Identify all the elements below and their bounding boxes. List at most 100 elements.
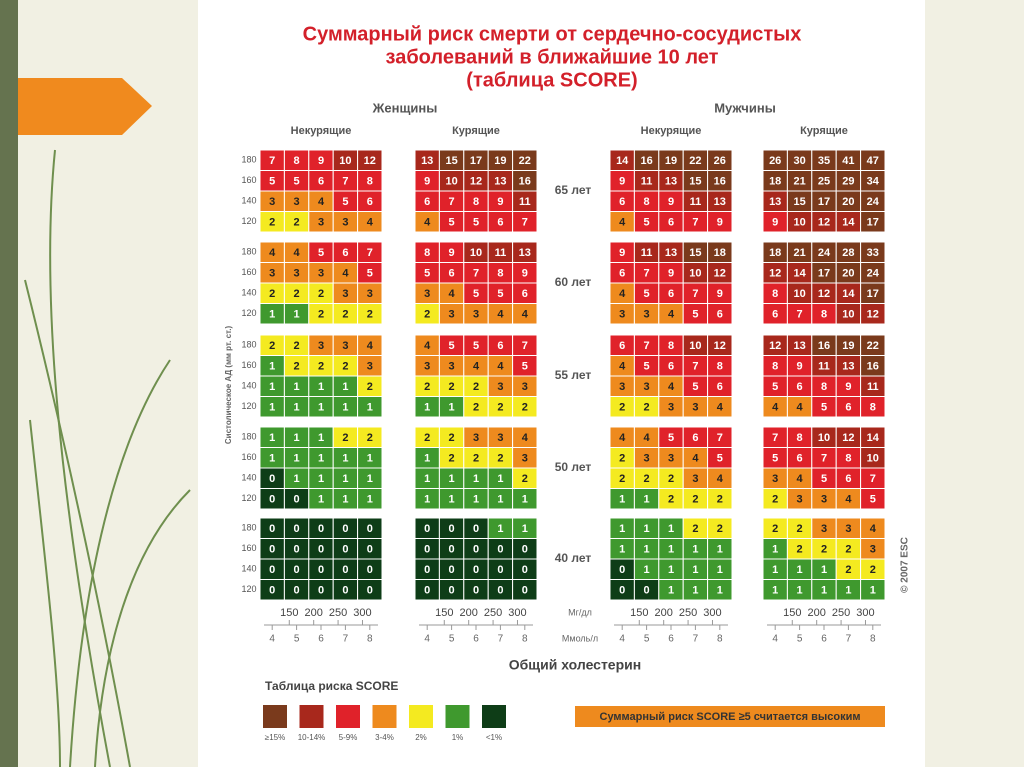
risk-value: 13	[842, 361, 854, 373]
risk-value: 1	[294, 432, 300, 444]
risk-value: 3	[318, 217, 324, 229]
note: Суммарный риск SCORE ≥5 считается высоки…	[600, 711, 861, 723]
risk-cell	[357, 211, 383, 233]
risk-value: 1	[668, 544, 674, 556]
risk-cell	[707, 211, 733, 233]
mg-label: 250	[679, 607, 697, 619]
mmol-label: 5	[797, 634, 803, 645]
risk-value: 6	[318, 176, 324, 188]
mg-label: 250	[484, 607, 502, 619]
systolic-label: 140	[241, 564, 256, 574]
risk-value: 6	[692, 432, 698, 444]
risk-value: 4	[845, 494, 852, 506]
risk-value: 1	[367, 453, 373, 465]
risk-value: 4	[797, 402, 804, 414]
risk-value: 0	[473, 523, 479, 535]
risk-value: 3	[294, 196, 300, 208]
systolic-label: 120	[241, 401, 256, 411]
risk-value: 15	[445, 155, 457, 167]
risk-value: 12	[818, 288, 830, 300]
risk-value: 2	[668, 494, 674, 506]
risk-value: 2	[318, 309, 324, 321]
risk-value: 7	[269, 155, 275, 167]
risk-value: 12	[714, 268, 726, 280]
risk-value: 2	[797, 544, 803, 556]
risk-value: 2	[473, 453, 479, 465]
risk-value: 2	[342, 309, 348, 321]
risk-value: 24	[867, 196, 880, 208]
risk-value: 1	[367, 494, 373, 506]
risk-value: 16	[818, 340, 830, 352]
mg-label: 300	[508, 607, 526, 619]
risk-value: 4	[367, 217, 374, 229]
risk-value: 19	[665, 155, 677, 167]
risk-value: 2	[294, 288, 300, 300]
risk-value: 1	[644, 544, 650, 556]
risk-value: 5	[644, 217, 650, 229]
risk-cell	[707, 303, 733, 325]
risk-value: 0	[294, 585, 300, 597]
risk-value: 4	[294, 247, 301, 259]
risk-value: 0	[473, 544, 479, 556]
risk-value: 2	[318, 361, 324, 373]
risk-value: 2	[692, 494, 698, 506]
risk-value: 0	[318, 585, 324, 597]
risk-value: 41	[842, 155, 854, 167]
risk-value: 2	[294, 361, 300, 373]
risk-value: 11	[641, 176, 653, 188]
risk-value: 6	[367, 196, 373, 208]
risk-value: 2	[821, 544, 827, 556]
risk-value: 8	[473, 196, 479, 208]
risk-value: 1	[692, 585, 698, 597]
risk-value: 19	[494, 155, 506, 167]
systolic-label: 160	[241, 452, 256, 462]
systolic-label: 120	[241, 308, 256, 318]
risk-value: 11	[690, 196, 702, 208]
risk-value: 2	[870, 564, 876, 576]
risk-value: 17	[867, 288, 879, 300]
risk-value: 5	[424, 268, 430, 280]
risk-value: 4	[772, 402, 779, 414]
mmol-label: 6	[473, 634, 479, 645]
mg-label: 300	[856, 607, 874, 619]
risk-value: 5	[318, 247, 324, 259]
risk-value: 10	[689, 268, 701, 280]
risk-value: 3	[870, 544, 876, 556]
legend-label: 3-4%	[375, 733, 394, 742]
risk-cell	[860, 211, 886, 233]
risk-value: 2	[473, 402, 479, 414]
risk-value: 0	[318, 564, 324, 576]
risk-value: 2	[367, 309, 373, 321]
title: (таблица SCORE)	[466, 69, 637, 91]
risk-value: 8	[497, 268, 503, 280]
risk-value: 6	[797, 453, 803, 465]
risk-value: 9	[668, 196, 674, 208]
risk-value: 0	[522, 544, 528, 556]
note-box	[575, 706, 885, 727]
risk-value: 12	[769, 268, 781, 280]
risk-value: 2	[717, 494, 723, 506]
risk-value: 9	[717, 288, 723, 300]
risk-value: 1	[318, 432, 324, 444]
risk-value: 0	[269, 473, 275, 485]
risk-value: 17	[818, 196, 830, 208]
group-label: Женщины	[372, 100, 438, 115]
risk-value: 3	[644, 453, 650, 465]
risk-value: 3	[269, 268, 275, 280]
subgroup-label: Некурящие	[291, 125, 352, 137]
risk-value: 0	[449, 523, 455, 535]
risk-value: 2	[294, 340, 300, 352]
risk-value: 4	[497, 309, 504, 321]
risk-value: 1	[294, 402, 300, 414]
mmol-label: 7	[846, 634, 852, 645]
risk-value: 7	[644, 340, 650, 352]
risk-cell	[357, 579, 383, 601]
risk-value: 7	[692, 288, 698, 300]
risk-value: 5	[449, 217, 455, 229]
risk-value: 47	[867, 155, 879, 167]
risk-value: 5	[473, 340, 479, 352]
systolic-label: 180	[241, 155, 256, 165]
risk-value: 1	[497, 494, 503, 506]
risk-value: 7	[870, 473, 876, 485]
risk-value: 1	[294, 473, 300, 485]
